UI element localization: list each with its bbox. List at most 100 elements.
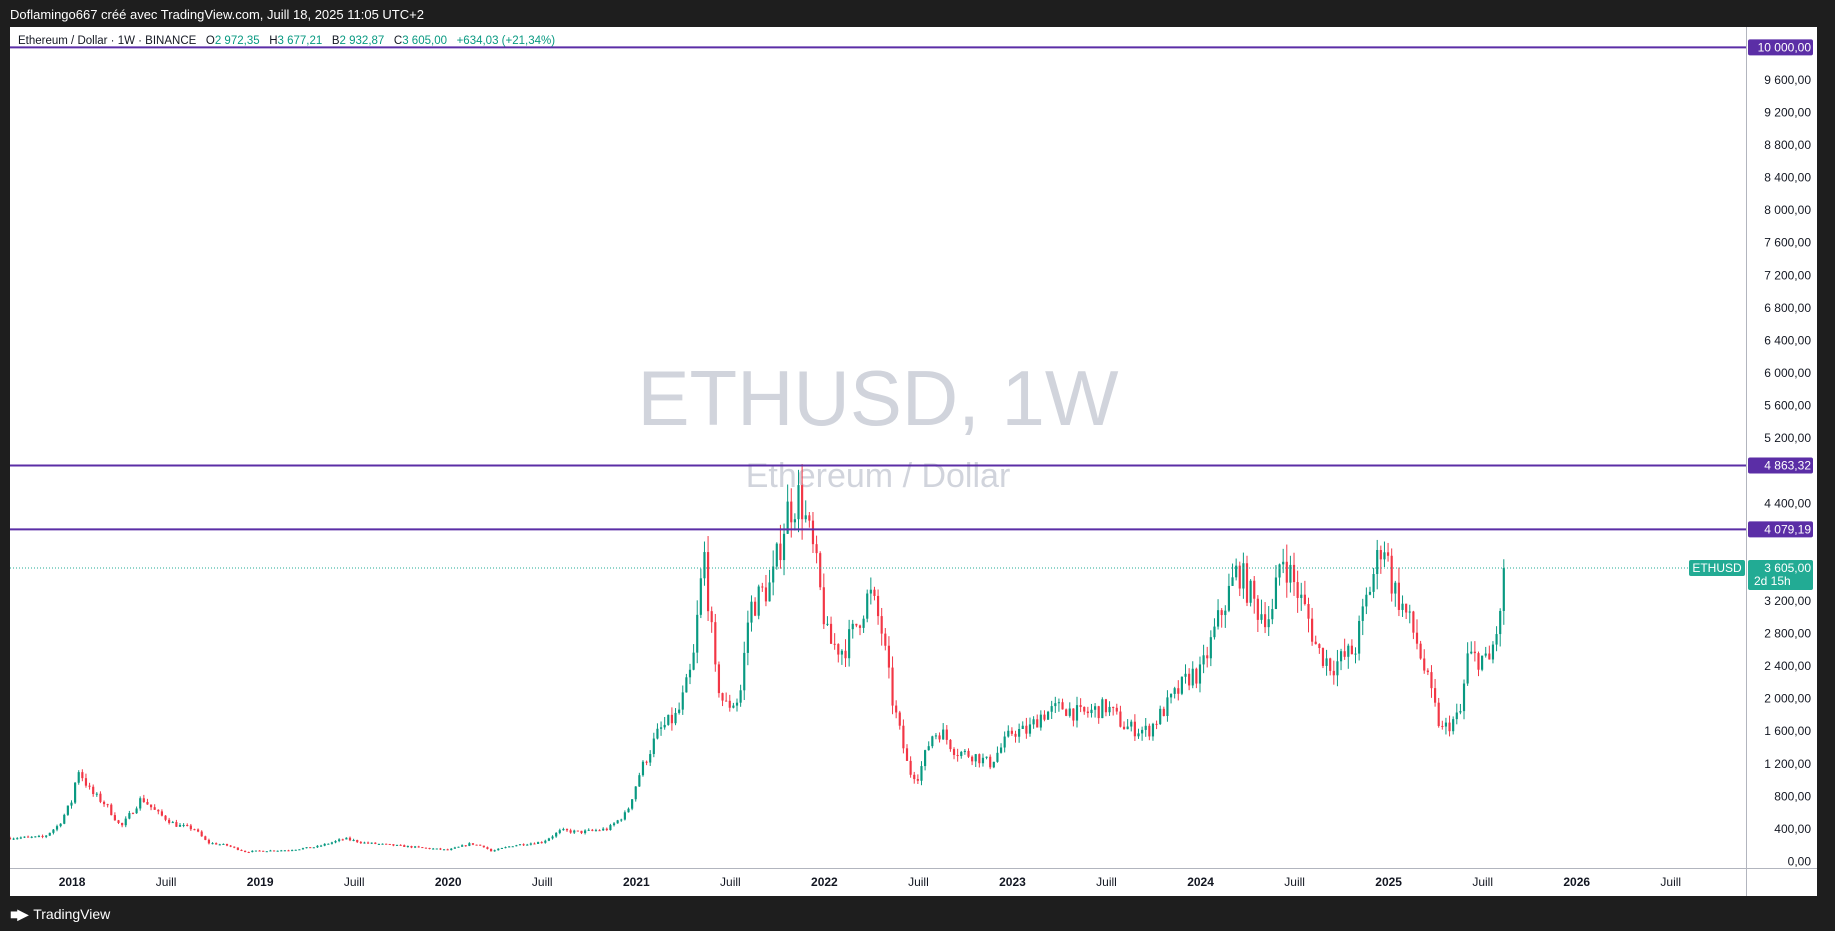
candle-body: [1368, 591, 1372, 595]
candle-body: [1303, 594, 1306, 605]
candle-body: [790, 501, 793, 523]
candle-body: [23, 836, 26, 838]
candle-body: [236, 847, 239, 850]
candle-body: [265, 851, 268, 853]
candle-body: [1358, 620, 1361, 654]
candle-body: [218, 844, 221, 846]
legend-low-label: B: [331, 35, 340, 47]
candle-body: [688, 669, 692, 678]
candle-body: [909, 760, 912, 775]
candle-body: [486, 847, 489, 849]
candle-body: [164, 815, 167, 820]
candle-body: [920, 766, 923, 781]
watermark-title: ETHUSD, 1W: [637, 354, 1118, 442]
candle-body: [555, 832, 558, 837]
candle-body: [634, 786, 637, 800]
candle-body: [323, 843, 326, 846]
footer-brand[interactable]: TradingView: [33, 906, 111, 922]
candle-body: [826, 623, 829, 625]
candle-body: [851, 623, 854, 630]
candle-body: [1459, 711, 1462, 713]
candle-body: [399, 844, 402, 846]
x-tick-label: 2019: [247, 875, 274, 889]
candle-body: [1086, 711, 1089, 714]
candle-body: [591, 829, 594, 831]
candle-body: [1321, 648, 1325, 666]
candle-body: [153, 807, 156, 810]
candle-body: [862, 618, 865, 628]
candle-body: [1379, 549, 1382, 560]
candle-body: [1455, 712, 1458, 720]
candle-body: [1383, 552, 1386, 560]
candle-body: [858, 625, 862, 628]
tradingview-logo-icon[interactable]: ■▶: [10, 905, 28, 922]
candle-body: [392, 844, 395, 846]
candle-body: [1068, 708, 1071, 716]
candle-body: [580, 830, 583, 834]
caption-bar: Doflamingo667 créé avec TradingView.com,…: [10, 0, 424, 30]
candle-body: [999, 747, 1003, 753]
candle-body: [417, 846, 420, 848]
candle-body: [1137, 733, 1140, 737]
candle-body: [544, 840, 547, 843]
candle-body: [262, 850, 265, 852]
candle-body: [1159, 708, 1162, 725]
candle-body: [334, 840, 337, 843]
y-tick-label: 0,00: [1788, 854, 1812, 868]
legend-high: 3 677,21: [277, 35, 323, 47]
candle-body: [808, 515, 811, 521]
candle-body: [956, 754, 959, 757]
candle-body: [1253, 580, 1256, 599]
candle-body: [34, 836, 37, 838]
x-tick-label: Juill: [1472, 875, 1493, 889]
candle-body: [880, 616, 883, 634]
candle-body: [229, 845, 232, 847]
candle-body: [612, 823, 616, 826]
candle-body: [269, 850, 272, 852]
symbol-tag-bg: [1689, 559, 1745, 576]
candle-body: [1278, 564, 1281, 578]
candle-body: [157, 809, 160, 812]
candle-body: [873, 589, 876, 596]
candle-body: [211, 843, 214, 845]
candle-body: [728, 700, 731, 708]
candle-body: [725, 700, 728, 702]
candle-body: [475, 844, 478, 846]
caption-text: Doflamingo667 créé avec TradingView.com,…: [10, 7, 424, 22]
candle-body: [746, 622, 749, 653]
candle-body: [247, 852, 250, 854]
candle-body: [616, 820, 619, 824]
candle-body: [1018, 728, 1021, 737]
candle-body: [1441, 725, 1444, 727]
y-tick-label: 6 000,00: [1764, 366, 1811, 380]
level-label: 10 000,00: [1758, 40, 1812, 54]
legend-change: +634,03 (+21,34%): [456, 35, 556, 47]
legend-close: 3 605,00: [402, 35, 447, 47]
legend-symbol: Ethereum / Dollar · 1W · BINANCE: [18, 35, 197, 47]
candle-body: [1390, 555, 1393, 594]
candle-body: [829, 623, 833, 644]
x-tick-label: Juill: [1284, 875, 1305, 889]
candle-body: [927, 746, 930, 751]
candle-body: [1162, 708, 1165, 716]
candle-body: [1072, 708, 1075, 721]
candle-body: [1274, 577, 1278, 610]
candle-body: [674, 712, 677, 724]
candle-body: [522, 844, 525, 846]
candle-body: [395, 844, 399, 846]
candle-body: [1314, 641, 1317, 645]
candle-body: [775, 543, 778, 567]
candle-body: [609, 825, 612, 831]
candle-body: [121, 822, 124, 826]
candle-body: [1122, 726, 1126, 730]
price-chart[interactable]: ETHUSD, 1W Ethereum / Dollar 0,00 400,00 800…: [10, 27, 1817, 896]
candle-body: [641, 761, 645, 776]
candle-body: [1484, 653, 1487, 656]
candle-body: [374, 842, 377, 844]
candle-body: [699, 578, 702, 615]
candle-body: [1173, 688, 1176, 694]
candle-body: [508, 846, 511, 848]
candle-body: [1151, 723, 1155, 737]
candle-body: [670, 714, 673, 724]
candle-body: [974, 754, 977, 762]
